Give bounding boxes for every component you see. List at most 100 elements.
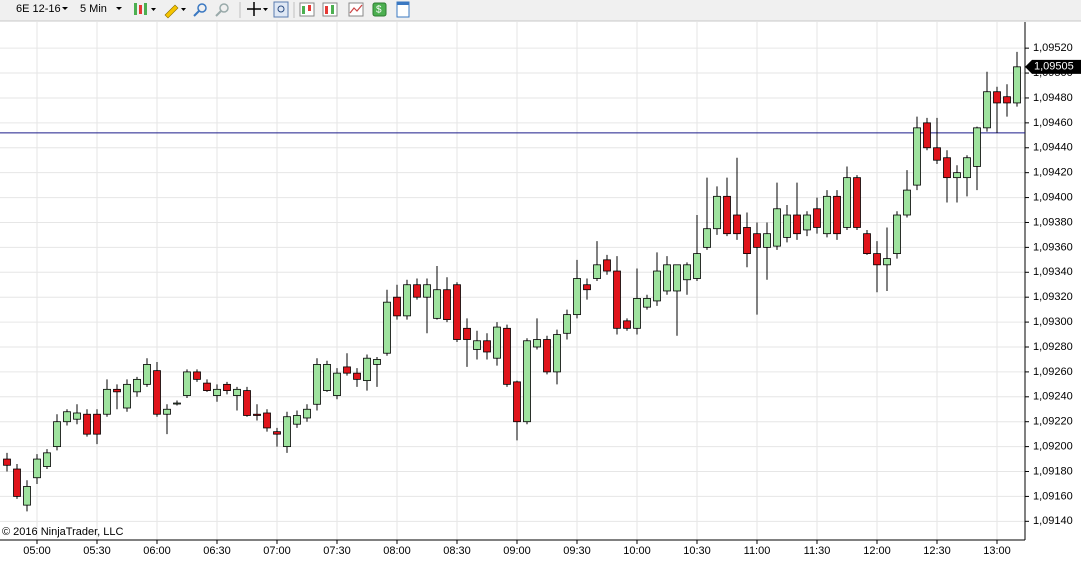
candle-body bbox=[453, 284, 461, 340]
candle-body bbox=[743, 227, 751, 255]
candle-body bbox=[493, 326, 501, 359]
candle-body bbox=[853, 177, 861, 228]
candle-body bbox=[13, 468, 21, 497]
candle-body bbox=[463, 327, 471, 340]
candle-body bbox=[973, 127, 981, 167]
candle-body bbox=[383, 301, 391, 354]
x-tick-label: 07:30 bbox=[323, 545, 351, 557]
candle-body bbox=[673, 264, 681, 292]
x-tick-label: 11:30 bbox=[804, 545, 831, 557]
candle-body bbox=[753, 233, 761, 248]
candle-body bbox=[323, 364, 331, 391]
candle-body bbox=[943, 157, 951, 179]
candle-body bbox=[723, 195, 731, 235]
candle-body bbox=[123, 383, 131, 409]
x-tick-label: 05:30 bbox=[83, 545, 111, 557]
interval-selector[interactable]: 5 Min bbox=[80, 3, 107, 15]
candle-body bbox=[363, 357, 371, 382]
candle-body bbox=[273, 431, 281, 435]
y-tick-label: 1,09340 bbox=[1033, 266, 1073, 278]
x-tick-label: 08:00 bbox=[383, 545, 411, 557]
candle-body bbox=[193, 371, 201, 380]
candle-body bbox=[293, 415, 301, 425]
candle-body bbox=[163, 408, 171, 415]
candle-body bbox=[143, 364, 151, 385]
candle-body bbox=[423, 284, 431, 298]
candle-body bbox=[603, 259, 611, 272]
candle-body bbox=[473, 340, 481, 350]
candle-body bbox=[643, 298, 651, 308]
candle-body bbox=[73, 412, 81, 420]
y-tick-label: 1,09140 bbox=[1033, 515, 1073, 527]
candle-body bbox=[903, 189, 911, 216]
candle-body bbox=[843, 177, 851, 228]
y-tick-label: 1,09300 bbox=[1033, 316, 1073, 328]
order-button[interactable]: $ bbox=[372, 2, 387, 17]
y-tick-label: 1,09240 bbox=[1033, 391, 1073, 403]
zoom-out-button[interactable] bbox=[215, 3, 229, 17]
candle-body bbox=[103, 388, 111, 415]
candle-body bbox=[883, 258, 891, 266]
y-tick-label: 1,09480 bbox=[1033, 92, 1073, 104]
template-button[interactable] bbox=[396, 1, 410, 18]
properties-button[interactable] bbox=[273, 1, 289, 18]
plot-area: 05:00 05:30 06:00 06:30 07:00 07:30 08:00 08:30… bbox=[0, 22, 1081, 557]
bar-type-button[interactable] bbox=[134, 3, 156, 15]
y-tick-label: 1,09320 bbox=[1033, 291, 1073, 303]
dropdown-arrow bbox=[116, 7, 122, 10]
candle-body bbox=[653, 270, 661, 302]
last-price-marker bbox=[1025, 59, 1081, 74]
candle-body bbox=[233, 388, 241, 396]
candle-body bbox=[183, 371, 191, 396]
analyzer-button[interactable] bbox=[348, 2, 364, 17]
candle-body bbox=[953, 172, 961, 179]
candle-body bbox=[173, 402, 181, 405]
candle-body bbox=[113, 388, 121, 393]
candle-body bbox=[963, 157, 971, 179]
candle-body bbox=[813, 208, 821, 228]
last-price-label: 1,09505 bbox=[1034, 61, 1074, 73]
candle-body bbox=[763, 233, 771, 248]
candle-body bbox=[663, 264, 671, 292]
candle-body bbox=[483, 340, 491, 353]
candle-body bbox=[63, 411, 71, 423]
x-tick-label: 07:00 bbox=[263, 545, 291, 557]
candle-body bbox=[593, 264, 601, 279]
indicator-button[interactable] bbox=[322, 2, 338, 17]
x-tick-label: 09:30 bbox=[563, 545, 591, 557]
candle-body bbox=[23, 486, 31, 506]
candle-body bbox=[503, 327, 511, 385]
candle-body bbox=[613, 270, 621, 329]
svg-text:$: $ bbox=[376, 5, 382, 16]
candle-body bbox=[313, 364, 321, 405]
copyright: © 2016 NinjaTrader, LLC bbox=[2, 526, 123, 538]
candle-body bbox=[523, 340, 531, 423]
candle-body bbox=[783, 214, 791, 238]
candle-body bbox=[283, 416, 291, 448]
candle-body bbox=[833, 195, 841, 235]
candle-body bbox=[263, 412, 271, 429]
x-tick-label: 06:30 bbox=[203, 545, 231, 557]
strategy-button[interactable] bbox=[299, 2, 315, 17]
instrument-selector[interactable]: 6E 12-16 bbox=[16, 3, 61, 15]
candle-body bbox=[583, 284, 591, 291]
y-tick-label: 1,09420 bbox=[1033, 167, 1073, 179]
y-tick-label: 1,09280 bbox=[1033, 341, 1073, 353]
candle-body bbox=[703, 228, 711, 248]
candle-body bbox=[563, 314, 571, 334]
candle-body bbox=[53, 421, 61, 448]
x-tick-label: 12:00 bbox=[863, 545, 891, 557]
x-tick-label: 10:30 bbox=[683, 545, 711, 557]
crosshair-button[interactable] bbox=[247, 2, 268, 16]
candle-body bbox=[133, 378, 141, 393]
candle-body bbox=[433, 289, 441, 319]
y-tick-label: 1,09220 bbox=[1033, 416, 1073, 428]
candle-body bbox=[933, 147, 941, 161]
drawing-tool-button[interactable] bbox=[164, 4, 186, 19]
candle-body bbox=[213, 388, 221, 396]
candle-body bbox=[543, 339, 551, 373]
candle-body bbox=[43, 452, 51, 467]
zoom-in-button[interactable] bbox=[193, 3, 207, 17]
candle-body bbox=[303, 408, 311, 419]
